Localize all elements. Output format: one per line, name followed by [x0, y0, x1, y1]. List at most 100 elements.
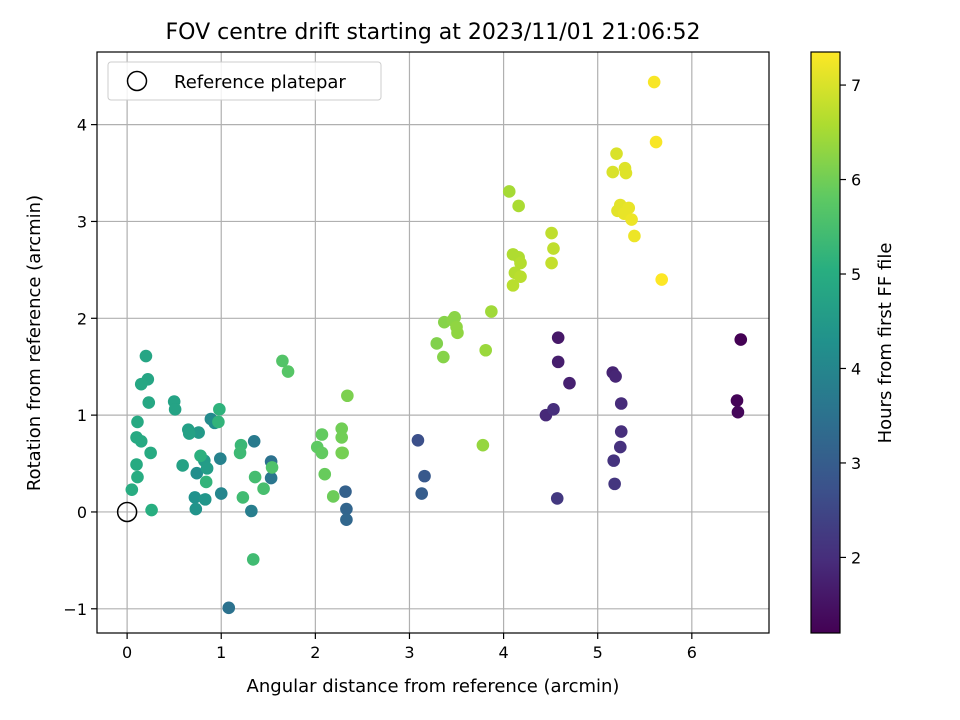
x-tick-label: 6: [687, 643, 697, 662]
scatter-point: [506, 279, 520, 292]
legend-entry: Reference platepar: [174, 72, 346, 93]
scatter-point: [625, 213, 638, 226]
x-tick-label: 4: [498, 643, 508, 662]
scatter-point: [415, 487, 429, 500]
x-tick-label: 1: [216, 643, 226, 662]
colorbar-ticks: 2 3 4 5 6 7: [840, 76, 861, 567]
legend-marker: [126, 70, 148, 92]
scatter-point: [145, 503, 158, 517]
scatter-point: [563, 376, 576, 390]
scatter-point: [610, 147, 623, 160]
y-tick-label: −1: [63, 600, 87, 619]
scatter-point: [194, 449, 207, 463]
scatter-point: [340, 513, 353, 527]
scatter-point: [411, 434, 425, 447]
legend: Reference platepar: [107, 61, 382, 101]
scatter-point: [485, 305, 498, 318]
colorbar-tick-label: 6: [851, 171, 861, 190]
scatter-point: [134, 434, 148, 448]
scatter-point: [168, 403, 182, 416]
scatter-point: [734, 333, 748, 346]
x-tick-label: 5: [593, 643, 603, 662]
scatter-point: [139, 349, 153, 363]
scatter-point: [647, 75, 661, 89]
scatter-point: [200, 462, 214, 475]
scatter-point: [476, 438, 490, 452]
scatter-point: [176, 459, 189, 472]
scatter-point: [190, 466, 204, 480]
scatter-point: [198, 493, 212, 506]
scatter-point: [182, 427, 196, 440]
scatter-point: [188, 491, 202, 504]
colorbar-tick-label: 2: [851, 548, 861, 567]
scatter-point: [144, 446, 157, 460]
x-ticks: 0 1 2 3 4 5 6: [122, 633, 697, 662]
colorbar-tick-label: 4: [851, 359, 861, 378]
colorbar-tick-label: 3: [851, 454, 861, 473]
scatter-point: [134, 377, 148, 391]
scatter-point: [502, 185, 516, 198]
scatter-point: [247, 434, 261, 448]
scatter-point: [130, 458, 143, 471]
scatter-point: [730, 394, 744, 407]
scatter-point: [257, 482, 270, 496]
scatter-point: [341, 389, 354, 403]
scatter-point: [236, 491, 250, 504]
scatter-point: [189, 502, 203, 516]
grid: [97, 52, 769, 633]
scatter-point: [339, 485, 352, 498]
scatter-point: [551, 355, 565, 369]
scatter-point: [551, 331, 565, 344]
scatter-point: [547, 403, 560, 416]
scatter-point: [430, 337, 444, 350]
scatter-point: [335, 422, 349, 435]
scatter-point: [479, 343, 493, 357]
x-tick-label: 0: [122, 643, 132, 662]
scatter-point: [315, 428, 329, 441]
scatter-point: [614, 397, 628, 410]
scatter-point: [326, 490, 340, 503]
y-tick-label: 0: [77, 503, 87, 522]
colorbar-tick-label: 7: [851, 76, 861, 95]
scatter-point: [222, 601, 236, 615]
scatter-point: [264, 471, 278, 485]
scatter-point: [248, 470, 262, 484]
legend-box: [107, 61, 382, 101]
scatter-point: [514, 256, 527, 270]
scatter-point: [512, 199, 525, 213]
scatter-point: [246, 553, 260, 566]
scatter-point: [547, 242, 560, 255]
scatter-point: [276, 354, 289, 368]
colorbar-tick-label: 5: [851, 265, 861, 284]
scatter-point: [649, 135, 663, 149]
scatter-point: [131, 415, 144, 429]
scatter-point: [233, 446, 247, 460]
chart-title: FOV centre drift starting at 2023/11/01 …: [166, 20, 701, 45]
scatter-point: [622, 201, 636, 215]
scatter-point: [418, 469, 431, 483]
x-axis-label: Angular distance from reference (arcmin): [247, 676, 620, 697]
scatter-point: [545, 256, 558, 270]
colorbar: 2 3 4 5 6 7 Hours from first FF file: [810, 51, 896, 634]
scatter-point: [281, 365, 295, 378]
scatter-point: [142, 396, 156, 409]
y-tick-label: 2: [77, 309, 87, 328]
scatter-point: [125, 483, 139, 496]
scatter-point: [340, 502, 353, 516]
y-tick-label: 3: [77, 212, 87, 231]
scatter-point: [335, 431, 349, 444]
scatter-point: [655, 273, 669, 286]
scatter-point: [609, 370, 622, 383]
colorbar-label: Hours from first FF file: [875, 243, 896, 444]
reference-marker: [116, 501, 138, 523]
scatter-point: [606, 165, 620, 179]
scatter-point: [614, 425, 628, 438]
scatter-point: [437, 350, 450, 364]
scatter-point: [214, 487, 228, 500]
scatter-point: [199, 475, 213, 489]
data-points: [125, 75, 748, 615]
scatter-point: [731, 405, 745, 419]
scatter-point: [619, 166, 633, 180]
y-tick-label: 4: [77, 116, 87, 135]
